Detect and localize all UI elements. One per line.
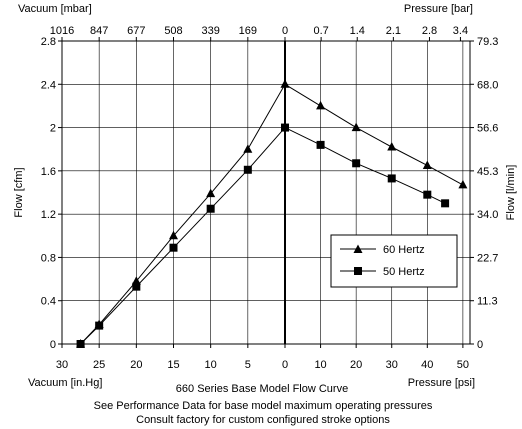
- data-point-50hz: [169, 243, 178, 252]
- data-point-50hz: [281, 123, 289, 132]
- legend: 60 Hertz 50 Hertz: [330, 234, 458, 288]
- top-left-tick-label: 1016: [50, 25, 74, 37]
- bottom-right-tick-label: 40: [421, 359, 433, 371]
- data-point-50hz: [76, 340, 85, 348]
- legend-box: [330, 234, 458, 288]
- series-line-60hz: [80, 83, 464, 345]
- bottom-right-tick-label: 30: [386, 359, 398, 371]
- data-point-50hz: [387, 174, 396, 183]
- data-point-50hz: [243, 165, 252, 174]
- bottom-left-axis-title: Vacuum [in.Hg]: [28, 377, 102, 389]
- right-tick-label: 79.3: [477, 36, 498, 48]
- top-left-tick-label: 339: [201, 25, 219, 37]
- data-point-50hz: [206, 204, 215, 213]
- right-tick-label: 22.7: [477, 252, 498, 264]
- bottom-left-tick-label: 30: [56, 359, 68, 371]
- left-tick-label: 2.4: [41, 79, 56, 91]
- data-point-50hz: [316, 140, 325, 149]
- top-left-tick-label: 508: [164, 25, 182, 37]
- chart-title: 660 Series Base Model Flow Curve: [176, 383, 348, 395]
- top-right-tick-label: 2.1: [386, 25, 401, 37]
- left-tick-label: 0: [50, 339, 56, 351]
- bottom-left-tick-label: 20: [130, 359, 142, 371]
- left-tick-label: 0.4: [41, 296, 56, 308]
- data-point-50hz: [352, 159, 361, 168]
- top-left-tick-label: 847: [90, 25, 108, 37]
- plot-frame: [61, 40, 471, 345]
- top-left-tick-label: 0: [282, 25, 288, 37]
- bottom-left-tick-label: 25: [93, 359, 105, 371]
- right-tick-label: 68.0: [477, 79, 498, 91]
- right-tick-label: 56.6: [477, 123, 498, 135]
- right-tick-label: 11.3: [477, 296, 498, 308]
- data-point-50hz: [95, 321, 104, 330]
- bottom-left-tick-label: 5: [245, 359, 251, 371]
- axis-ticks: 0 0 0.4 11.3 0.8 22.7 1.2 34.0 1.6 45.3 2 56.6 2.4 68…: [41, 25, 499, 371]
- data-point-50hz: [132, 282, 141, 291]
- series: [76, 79, 468, 348]
- left-tick-label: 1.2: [41, 209, 56, 221]
- footnote-1: See Performance Data for base model maxi…: [94, 400, 433, 412]
- data-point-50hz: [441, 199, 450, 208]
- top-right-tick-label: 3.4: [453, 25, 468, 37]
- left-axis-title: Flow [cfm]: [13, 167, 25, 217]
- left-tick-label: 0.8: [41, 252, 56, 264]
- bottom-left-tick-label: 10: [205, 359, 217, 371]
- data-point-60hz: [280, 79, 290, 88]
- right-tick-label: 34.0: [477, 209, 498, 221]
- right-axis-title: Flow [l/min]: [505, 165, 517, 221]
- top-right-tick-label: 1.4: [350, 25, 365, 37]
- top-right-axis-title: Pressure [bar]: [404, 3, 473, 15]
- data-point-60hz: [243, 144, 253, 153]
- right-tick-label: 45.3: [477, 166, 498, 178]
- top-right-tick-label: 2.8: [422, 25, 437, 37]
- data-point-50hz: [423, 190, 432, 199]
- data-point-60hz: [206, 188, 216, 198]
- series-line-50hz: [80, 126, 446, 345]
- bottom-right-axis-title: Pressure [psi]: [408, 377, 475, 389]
- bottom-left-tick-label: 15: [167, 359, 179, 371]
- top-left-tick-label: 677: [127, 25, 145, 37]
- top-left-tick-label: 169: [239, 25, 257, 37]
- footnote-2: Consult factory for custom configured st…: [136, 414, 390, 426]
- legend-label-60hz: 60 Hertz: [383, 244, 425, 256]
- grid: [62, 41, 470, 344]
- top-right-tick-label: 0.7: [313, 25, 328, 37]
- legend-marker-50hz: [354, 267, 362, 275]
- data-point-60hz: [169, 230, 178, 240]
- data-point-60hz: [458, 179, 468, 189]
- bottom-right-tick-label: 50: [457, 359, 469, 371]
- legend-label-50hz: 50 Hertz: [383, 266, 425, 278]
- legend-marker-60hz: [353, 244, 363, 253]
- bottom-right-tick-label: 0: [282, 359, 288, 371]
- bottom-right-tick-label: 10: [314, 359, 326, 371]
- data-point-60hz: [387, 142, 397, 151]
- left-tick-label: 2: [50, 123, 56, 135]
- left-tick-label: 2.8: [41, 36, 56, 48]
- left-tick-label: 1.6: [41, 166, 56, 178]
- bottom-right-tick-label: 20: [350, 359, 362, 371]
- right-tick-label: 0: [477, 339, 483, 351]
- data-point-60hz: [316, 100, 326, 110]
- top-left-axis-title: Vacuum [mbar]: [18, 3, 92, 15]
- data-point-60hz: [131, 276, 141, 285]
- data-point-60hz: [351, 122, 361, 132]
- data-point-60hz: [422, 160, 432, 169]
